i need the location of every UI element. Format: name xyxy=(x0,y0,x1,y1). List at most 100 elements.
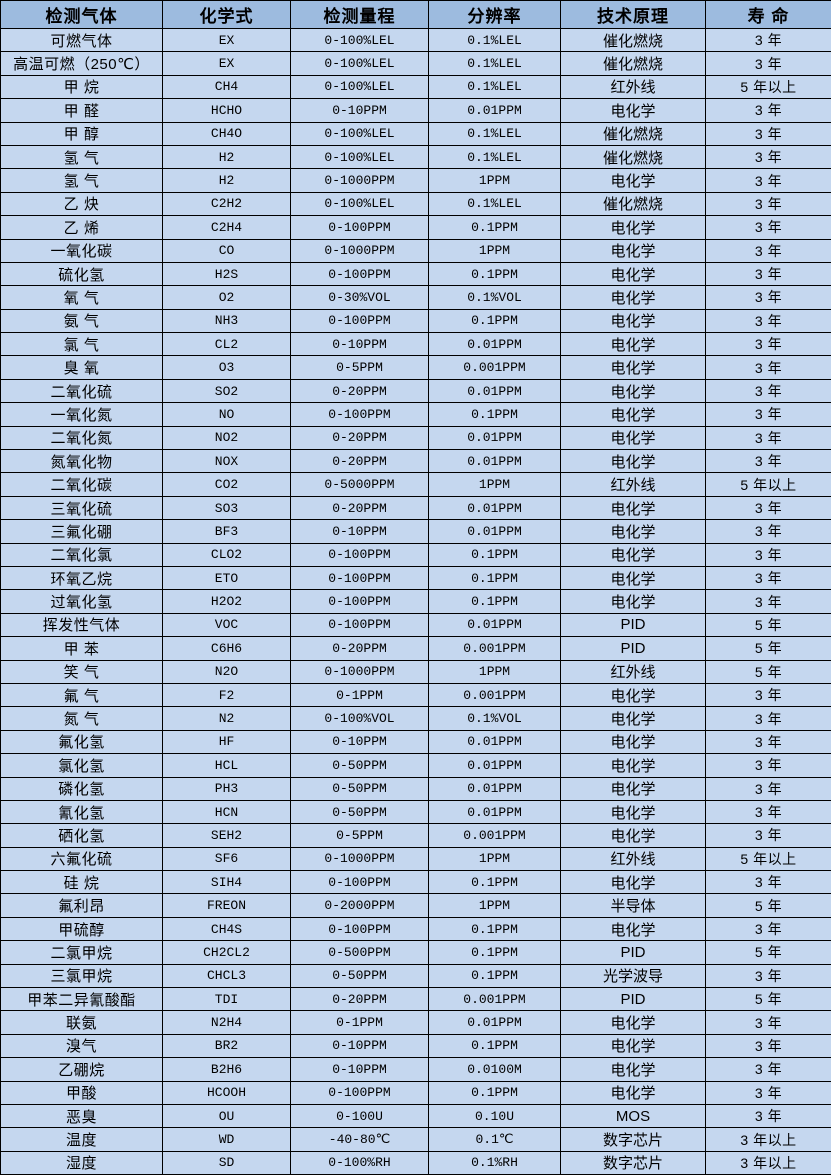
cell-formula: CLO2 xyxy=(163,543,291,566)
cell-formula: CHCL3 xyxy=(163,964,291,987)
cell-life: 5 年 xyxy=(706,941,831,964)
cell-formula: NH3 xyxy=(163,309,291,332)
cell-name: 二氧化氮 xyxy=(1,426,163,449)
column-header-life: 寿 命 xyxy=(706,1,831,29)
cell-formula: O3 xyxy=(163,356,291,379)
cell-range: 0-10PPM xyxy=(291,333,429,356)
cell-resolution: 0.1PPM xyxy=(429,1034,561,1057)
column-header-range: 检测量程 xyxy=(291,1,429,29)
cell-name: 甲硫醇 xyxy=(1,917,163,940)
cell-principle: 电化学 xyxy=(561,543,706,566)
cell-formula: WD xyxy=(163,1128,291,1151)
cell-range: 0-30%VOL xyxy=(291,286,429,309)
cell-life: 3 年 xyxy=(706,777,831,800)
cell-formula: SO3 xyxy=(163,496,291,519)
cell-range: 0-100%LEL xyxy=(291,192,429,215)
cell-name: 氰化氢 xyxy=(1,800,163,823)
cell-range: 0-5PPM xyxy=(291,356,429,379)
cell-formula: SD xyxy=(163,1151,291,1174)
cell-formula: CH4O xyxy=(163,122,291,145)
cell-resolution: 0.01PPM xyxy=(429,730,561,753)
cell-life: 3 年 xyxy=(706,145,831,168)
cell-name: 氯 气 xyxy=(1,333,163,356)
cell-range: 0-20PPM xyxy=(291,379,429,402)
cell-principle: 电化学 xyxy=(561,707,706,730)
cell-life: 3 年 xyxy=(706,1104,831,1127)
cell-life: 3 年 xyxy=(706,590,831,613)
cell-resolution: 0.001PPM xyxy=(429,683,561,706)
cell-formula: FREON xyxy=(163,894,291,917)
cell-life: 3 年 xyxy=(706,239,831,262)
cell-life: 3 年 xyxy=(706,520,831,543)
cell-formula: TDI xyxy=(163,988,291,1011)
cell-formula: O2 xyxy=(163,286,291,309)
table-header-row: 检测气体 化学式 检测量程 分辨率 技术原理 寿 命 xyxy=(1,1,831,29)
cell-resolution: 0.01PPM xyxy=(429,613,561,636)
cell-range: 0-20PPM xyxy=(291,637,429,660)
cell-principle: 电化学 xyxy=(561,99,706,122)
cell-range: 0-50PPM xyxy=(291,754,429,777)
cell-name: 一氧化碳 xyxy=(1,239,163,262)
cell-name: 磷化氢 xyxy=(1,777,163,800)
cell-name: 硫化氢 xyxy=(1,262,163,285)
column-header-gas-name: 检测气体 xyxy=(1,1,163,29)
cell-life: 3 年 xyxy=(706,754,831,777)
cell-principle: 电化学 xyxy=(561,590,706,613)
cell-life: 3 年 xyxy=(706,192,831,215)
cell-range: 0-2000PPM xyxy=(291,894,429,917)
cell-resolution: 0.01PPM xyxy=(429,520,561,543)
cell-name: 氟 气 xyxy=(1,683,163,706)
cell-life: 3 年 xyxy=(706,122,831,145)
cell-resolution: 0.1%RH xyxy=(429,1151,561,1174)
cell-resolution: 0.1PPM xyxy=(429,566,561,589)
cell-principle: 催化燃烧 xyxy=(561,52,706,75)
cell-resolution: 0.001PPM xyxy=(429,824,561,847)
cell-resolution: 1PPM xyxy=(429,169,561,192)
cell-resolution: 0.1PPM xyxy=(429,309,561,332)
cell-resolution: 0.01PPM xyxy=(429,450,561,473)
cell-resolution: 0.1PPM xyxy=(429,216,561,239)
cell-name: 挥发性气体 xyxy=(1,613,163,636)
cell-formula: C2H4 xyxy=(163,216,291,239)
cell-resolution: 0.001PPM xyxy=(429,637,561,660)
cell-name: 氨 气 xyxy=(1,309,163,332)
cell-resolution: 0.1%LEL xyxy=(429,75,561,98)
cell-life: 3 年 xyxy=(706,262,831,285)
cell-principle: 电化学 xyxy=(561,566,706,589)
cell-principle: 电化学 xyxy=(561,824,706,847)
cell-principle: 电化学 xyxy=(561,917,706,940)
table-header: 检测气体 化学式 检测量程 分辨率 技术原理 寿 命 xyxy=(1,1,831,29)
cell-range: 0-1000PPM xyxy=(291,169,429,192)
cell-principle: PID xyxy=(561,941,706,964)
cell-formula: BF3 xyxy=(163,520,291,543)
cell-life: 5 年 xyxy=(706,613,831,636)
cell-principle: 红外线 xyxy=(561,847,706,870)
cell-life: 3 年以上 xyxy=(706,1128,831,1151)
cell-life: 3 年 xyxy=(706,871,831,894)
cell-principle: 电化学 xyxy=(561,239,706,262)
cell-resolution: 0.1%LEL xyxy=(429,192,561,215)
cell-resolution: 0.1PPM xyxy=(429,871,561,894)
cell-resolution: 0.001PPM xyxy=(429,356,561,379)
cell-range: 0-100PPM xyxy=(291,262,429,285)
cell-name: 三氟化硼 xyxy=(1,520,163,543)
cell-resolution: 0.1%LEL xyxy=(429,122,561,145)
cell-resolution: 0.01PPM xyxy=(429,754,561,777)
cell-formula: F2 xyxy=(163,683,291,706)
cell-name: 二氧化碳 xyxy=(1,473,163,496)
cell-range: 0-100%RH xyxy=(291,1151,429,1174)
cell-name: 氮 气 xyxy=(1,707,163,730)
